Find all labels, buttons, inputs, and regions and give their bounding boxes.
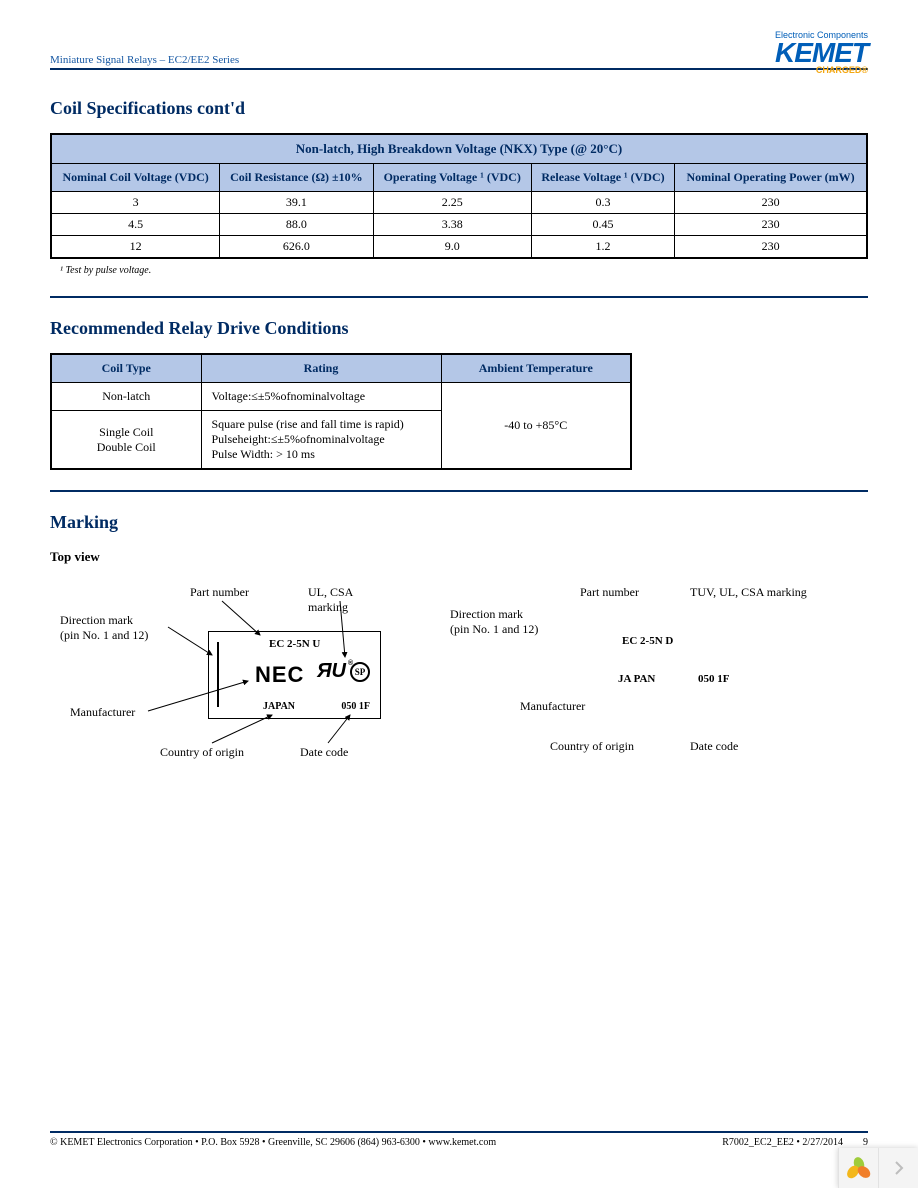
ul-mark-icon: ЯU <box>317 660 346 683</box>
footer-right: R7002_EC2_EE2 • 2/27/2014 9 <box>722 1137 868 1148</box>
ambient-temp-cell: -40 to +85°C <box>441 383 631 470</box>
chevron-right-icon <box>894 1161 904 1175</box>
marking-diagram-left: Part number UL, CSA marking Direction ma… <box>50 585 390 785</box>
table-title: Non-latch, High Breakdown Voltage (NKX) … <box>51 134 867 164</box>
corner-widget <box>838 1148 918 1188</box>
section-title-coil-spec: Coil Specifications cont'd <box>50 98 868 119</box>
date-code-text: 050 1F <box>341 701 370 712</box>
label-part-number: Part number <box>580 585 639 600</box>
brand-logo: Electronic Components KEMET CHARGED® <box>775 30 868 75</box>
label-manufacturer: Manufacturer <box>520 699 585 714</box>
col-header: Release Voltage ¹ (VDC) <box>531 164 674 192</box>
country-text: JA PAN <box>618 673 655 685</box>
manufacturer-text: NEC <box>255 662 304 688</box>
label-direction: Direction mark (pin No. 1 and 12) <box>60 613 148 643</box>
page-footer: © KEMET Electronics Corporation • P.O. B… <box>50 1131 868 1148</box>
label-date-code: Date code <box>300 745 348 760</box>
logo-text: KEMET <box>775 40 868 65</box>
label-country: Country of origin <box>550 739 634 754</box>
coil-spec-table: Non-latch, High Breakdown Voltage (NKX) … <box>50 133 868 259</box>
divider <box>50 490 868 492</box>
col-header: Ambient Temperature <box>441 354 631 383</box>
part-number-text: EC 2-5N U <box>269 638 320 650</box>
relay-outline: EC 2-5N U NEC ЯU SP JAPAN 050 1F <box>208 631 381 719</box>
table-row: 12 626.0 9.0 1.2 230 <box>51 236 867 259</box>
section-title-drive-cond: Recommended Relay Drive Conditions <box>50 318 868 339</box>
col-header: Nominal Coil Voltage (VDC) <box>51 164 220 192</box>
label-tuv-ul-csa: TUV, UL, CSA marking <box>690 585 807 600</box>
section-title-marking: Marking <box>50 512 868 533</box>
table-row: 3 39.1 2.25 0.3 230 <box>51 192 867 214</box>
label-date-code: Date code <box>690 739 738 754</box>
label-direction: Direction mark (pin No. 1 and 12) <box>450 607 538 637</box>
col-header: Nominal Operating Power (mW) <box>675 164 867 192</box>
country-text: JAPAN <box>263 701 295 712</box>
cert-marks: ЯU SP <box>317 660 370 683</box>
label-part-number: Part number <box>190 585 249 600</box>
marking-subheading: Top view <box>50 549 868 565</box>
csa-mark-icon: SP <box>350 662 370 682</box>
marking-diagram-right: Part number TUV, UL, CSA marking Directi… <box>450 585 830 785</box>
part-number-text: EC 2-5N D <box>622 635 673 647</box>
label-country: Country of origin <box>160 745 244 760</box>
label-ul-csa: UL, CSA marking <box>308 585 390 615</box>
page-header: Miniature Signal Relays – EC2/EE2 Series <box>50 54 868 70</box>
table-row: Non-latch Voltage:≤±5%ofnominalvoltage -… <box>51 383 631 411</box>
drive-cond-table: Coil Type Rating Ambient Temperature Non… <box>50 353 632 470</box>
label-manufacturer: Manufacturer <box>70 705 135 720</box>
col-header: Coil Resistance (Ω) ±10% <box>220 164 373 192</box>
marking-diagrams: Part number UL, CSA marking Direction ma… <box>50 585 868 785</box>
table-row: 4.5 88.0 3.38 0.45 230 <box>51 214 867 236</box>
col-header: Coil Type <box>51 354 201 383</box>
next-page-button[interactable] <box>878 1148 918 1188</box>
direction-mark-icon <box>217 642 219 707</box>
table-footnote: ¹ Test by pulse voltage. <box>60 265 868 276</box>
divider <box>50 296 868 298</box>
corner-logo-icon[interactable] <box>838 1148 878 1188</box>
date-code-text: 050 1F <box>698 673 729 685</box>
col-header: Operating Voltage ¹ (VDC) <box>373 164 531 192</box>
footer-left: © KEMET Electronics Corporation • P.O. B… <box>50 1137 496 1148</box>
breadcrumb: Miniature Signal Relays – EC2/EE2 Series <box>50 54 239 66</box>
col-header: Rating <box>201 354 441 383</box>
